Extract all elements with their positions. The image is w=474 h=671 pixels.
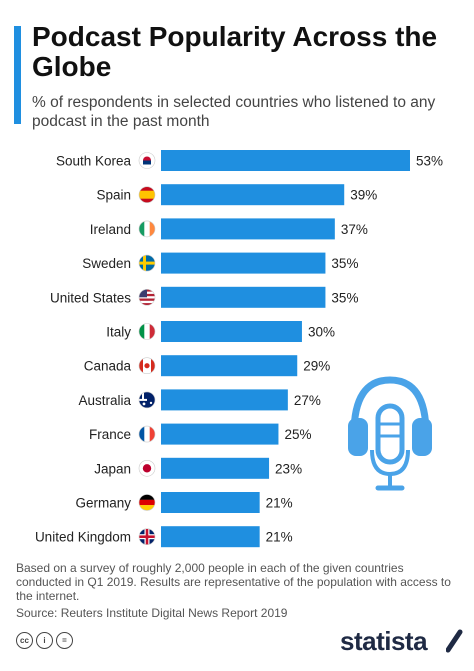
category-label: Australia bbox=[78, 393, 131, 408]
united-states-flag-icon bbox=[138, 289, 156, 306]
australia-flag-icon bbox=[138, 391, 156, 409]
value-label: 39% bbox=[350, 188, 377, 203]
value-label: 21% bbox=[266, 496, 293, 511]
category-label: Japan bbox=[94, 461, 131, 476]
value-label: 53% bbox=[416, 154, 443, 169]
bar bbox=[161, 492, 260, 513]
value-label: 25% bbox=[284, 427, 311, 442]
bar bbox=[161, 389, 288, 411]
bar bbox=[161, 423, 279, 445]
value-label: 30% bbox=[308, 325, 335, 340]
canada-flag-icon bbox=[138, 357, 156, 374]
chart-subtitle: % of respondents in selected countries w… bbox=[32, 94, 436, 130]
bar bbox=[161, 252, 326, 274]
bar bbox=[161, 150, 410, 171]
chart-title: Podcast Popularity Across the Globe bbox=[32, 21, 438, 82]
japan-flag-icon bbox=[138, 459, 156, 477]
headphones-microphone-icon bbox=[348, 376, 432, 491]
attribution-icon: i bbox=[36, 632, 53, 649]
value-label: 35% bbox=[331, 256, 358, 271]
value-label: 21% bbox=[266, 530, 293, 545]
category-label: Italy bbox=[106, 325, 131, 340]
category-label: France bbox=[89, 427, 131, 442]
category-label: South Korea bbox=[56, 154, 132, 169]
united-kingdom-flag-icon bbox=[138, 528, 156, 546]
statista-logo-mark-icon bbox=[446, 629, 463, 653]
category-label: Germany bbox=[75, 496, 131, 511]
value-label: 35% bbox=[331, 290, 358, 305]
bar bbox=[161, 355, 298, 377]
source-note: Source: Reuters Institute Digital News R… bbox=[16, 606, 288, 620]
france-flag-icon bbox=[138, 425, 156, 443]
category-label: United States bbox=[50, 290, 131, 305]
bar bbox=[161, 526, 260, 548]
bar bbox=[161, 321, 302, 342]
value-label: 29% bbox=[303, 359, 330, 374]
bar-chart: South Korea 53% Spain 39% Ireland 37% Sweden 35… bbox=[35, 150, 443, 548]
category-label: United Kingdom bbox=[35, 530, 131, 545]
creative-commons-icon: cc bbox=[16, 632, 33, 649]
category-label: Spain bbox=[96, 188, 131, 203]
sweden-flag-icon bbox=[138, 254, 156, 272]
spain-flag-icon bbox=[138, 186, 156, 204]
bar bbox=[161, 286, 326, 308]
no-derivatives-icon: = bbox=[56, 632, 73, 649]
license-icons: cc i = bbox=[16, 632, 73, 652]
south-korea-flag-icon bbox=[138, 152, 156, 169]
bar bbox=[161, 218, 335, 240]
bar bbox=[161, 457, 270, 479]
bar bbox=[161, 184, 345, 206]
value-label: 27% bbox=[294, 393, 321, 408]
category-label: Canada bbox=[84, 359, 132, 374]
value-label: 37% bbox=[341, 222, 368, 237]
ireland-flag-icon bbox=[138, 220, 156, 238]
value-label: 23% bbox=[275, 461, 302, 476]
category-label: Ireland bbox=[90, 222, 131, 237]
germany-flag-icon bbox=[138, 494, 156, 511]
title-accent-bar bbox=[14, 26, 21, 124]
statista-logo: statista bbox=[340, 626, 428, 656]
footnote: Based on a survey of roughly 2,000 peopl… bbox=[16, 561, 451, 603]
category-label: Sweden bbox=[82, 256, 131, 271]
italy-flag-icon bbox=[138, 323, 156, 340]
